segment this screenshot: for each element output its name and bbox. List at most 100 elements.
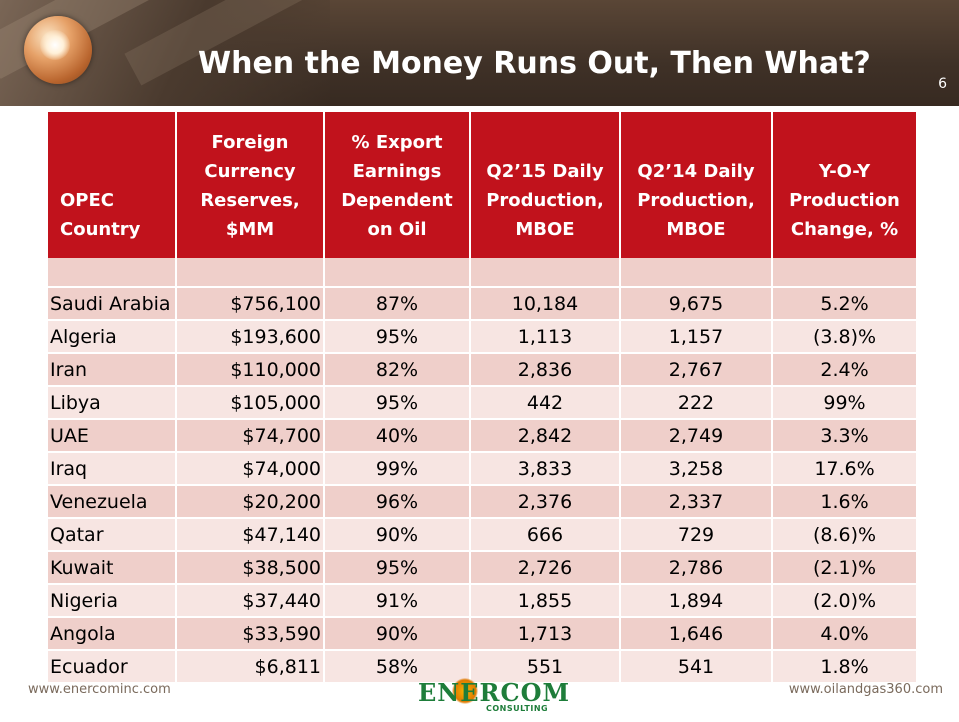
column-header-line: Country — [60, 219, 141, 240]
sun-icon — [452, 678, 478, 704]
data-cell: $20,200 — [176, 484, 325, 518]
column-header-line: Production — [789, 190, 900, 211]
country-cell: UAE — [48, 418, 177, 452]
data-cell: 90% — [324, 517, 471, 551]
data-cell: 1,113 — [470, 319, 621, 353]
data-cell: 2,749 — [620, 418, 773, 452]
data-cell: 1.8% — [772, 649, 916, 682]
column-header-line: Production, — [486, 190, 604, 211]
column-header-line: Y-O-Y — [818, 161, 871, 182]
country-cell: Saudi Arabia — [48, 286, 177, 320]
table-row: Angola $33,590 90% 1,713 1,646 4.0% — [48, 616, 916, 650]
data-cell: 9,675 — [620, 286, 773, 320]
page-number: 6 — [938, 76, 947, 92]
data-cell: 82% — [324, 352, 471, 386]
footer-right-url[interactable]: www.oilandgas360.com — [788, 682, 943, 697]
country-cell: Qatar — [48, 517, 177, 551]
table-body: Saudi Arabia $756,100 87% 10,184 9,675 5.2% Al… — [48, 258, 916, 682]
logo-subtext: CONSULTING — [486, 704, 549, 713]
data-cell: 3,833 — [470, 451, 621, 485]
data-cell: 96% — [324, 484, 471, 518]
data-cell: (8.6)% — [772, 517, 916, 551]
country-cell: Venezuela — [48, 484, 177, 518]
country-cell: Ecuador — [48, 649, 177, 682]
data-cell: $110,000 — [176, 352, 325, 386]
data-cell: 2,337 — [620, 484, 773, 518]
opec-data-table: OPEC Country Foreign Currency Reserves, $MM % … — [48, 112, 916, 682]
column-header-line: Q2’15 Daily — [486, 161, 604, 182]
table-header-row: OPEC Country Foreign Currency Reserves, $MM % … — [48, 112, 916, 258]
table-row: Ecuador $6,811 58% 551 541 1.8% — [48, 649, 916, 682]
data-cell: $74,000 — [176, 451, 325, 485]
column-header-line: on Oil — [367, 219, 427, 240]
data-cell: 666 — [470, 517, 621, 551]
data-cell: 5.2% — [772, 286, 916, 320]
column-header: % Export Earnings Dependent on Oil — [324, 112, 471, 258]
data-cell: 91% — [324, 583, 471, 617]
data-cell: 729 — [620, 517, 773, 551]
data-cell: 1,713 — [470, 616, 621, 650]
column-header-line: MBOE — [515, 219, 575, 240]
table-row: Qatar $47,140 90% 666 729 (8.6)% — [48, 517, 916, 551]
column-header-line: % Export — [351, 132, 443, 153]
data-cell: 2,376 — [470, 484, 621, 518]
column-header: Q2’15 Daily Production, MBOE — [470, 112, 621, 258]
country-cell: Libya — [48, 385, 177, 419]
data-cell: 2,842 — [470, 418, 621, 452]
table-row: Algeria $193,600 95% 1,113 1,157 (3.8)% — [48, 319, 916, 353]
data-cell: $33,590 — [176, 616, 325, 650]
data-cell: 2,786 — [620, 550, 773, 584]
data-cell: 3,258 — [620, 451, 773, 485]
slide-title: When the Money Runs Out, Then What? — [198, 46, 871, 81]
data-cell: $74,700 — [176, 418, 325, 452]
data-cell: 95% — [324, 550, 471, 584]
data-cell: 40% — [324, 418, 471, 452]
table-row: Libya $105,000 95% 442 222 99% — [48, 385, 916, 419]
country-cell: Angola — [48, 616, 177, 650]
enercom-logo: ENERCOM CONSULTING — [418, 672, 569, 716]
data-cell: 95% — [324, 319, 471, 353]
data-cell: 17.6% — [772, 451, 916, 485]
country-cell: Algeria — [48, 319, 177, 353]
data-cell: 10,184 — [470, 286, 621, 320]
data-cell: 4.0% — [772, 616, 916, 650]
data-cell: 99% — [772, 385, 916, 419]
data-cell: (2.1)% — [772, 550, 916, 584]
table-row: UAE $74,700 40% 2,842 2,749 3.3% — [48, 418, 916, 452]
data-cell: 95% — [324, 385, 471, 419]
table-row: Nigeria $37,440 91% 1,855 1,894 (2.0)% — [48, 583, 916, 617]
column-header-line: MBOE — [666, 219, 726, 240]
footer-left-url[interactable]: www.enercominc.com — [28, 682, 171, 697]
column-header-line: Earnings — [352, 161, 442, 182]
column-header-line: OPEC — [60, 190, 114, 211]
column-header-line: Production, — [637, 190, 755, 211]
slide-header: When the Money Runs Out, Then What? 6 — [0, 0, 959, 106]
data-cell: $6,811 — [176, 649, 325, 682]
data-cell: 222 — [620, 385, 773, 419]
column-header: Q2’14 Daily Production, MBOE — [620, 112, 773, 258]
column-header-line: Change, % — [790, 219, 899, 240]
data-cell: 90% — [324, 616, 471, 650]
data-cell: 551 — [470, 649, 621, 682]
data-cell: (3.8)% — [772, 319, 916, 353]
data-cell: 2,836 — [470, 352, 621, 386]
data-cell: 541 — [620, 649, 773, 682]
data-cell: $37,440 — [176, 583, 325, 617]
logo-text: ENERCOM — [418, 678, 571, 707]
data-cell: 1,157 — [620, 319, 773, 353]
data-cell: 1,855 — [470, 583, 621, 617]
data-cell: $756,100 — [176, 286, 325, 320]
table-row: Saudi Arabia $756,100 87% 10,184 9,675 5.2% — [48, 286, 916, 320]
column-header-line: $MM — [225, 219, 275, 240]
data-cell: 2,726 — [470, 550, 621, 584]
globe-icon — [24, 16, 92, 84]
table-row: Iran $110,000 82% 2,836 2,767 2.4% — [48, 352, 916, 386]
column-header-line: Currency — [204, 161, 296, 182]
data-cell: 1,894 — [620, 583, 773, 617]
table-row: Iraq $74,000 99% 3,833 3,258 17.6% — [48, 451, 916, 485]
data-cell: 99% — [324, 451, 471, 485]
column-header-line: Reserves, — [200, 190, 300, 211]
data-cell: 442 — [470, 385, 621, 419]
column-header-line: Q2’14 Daily — [637, 161, 755, 182]
data-cell: 87% — [324, 286, 471, 320]
